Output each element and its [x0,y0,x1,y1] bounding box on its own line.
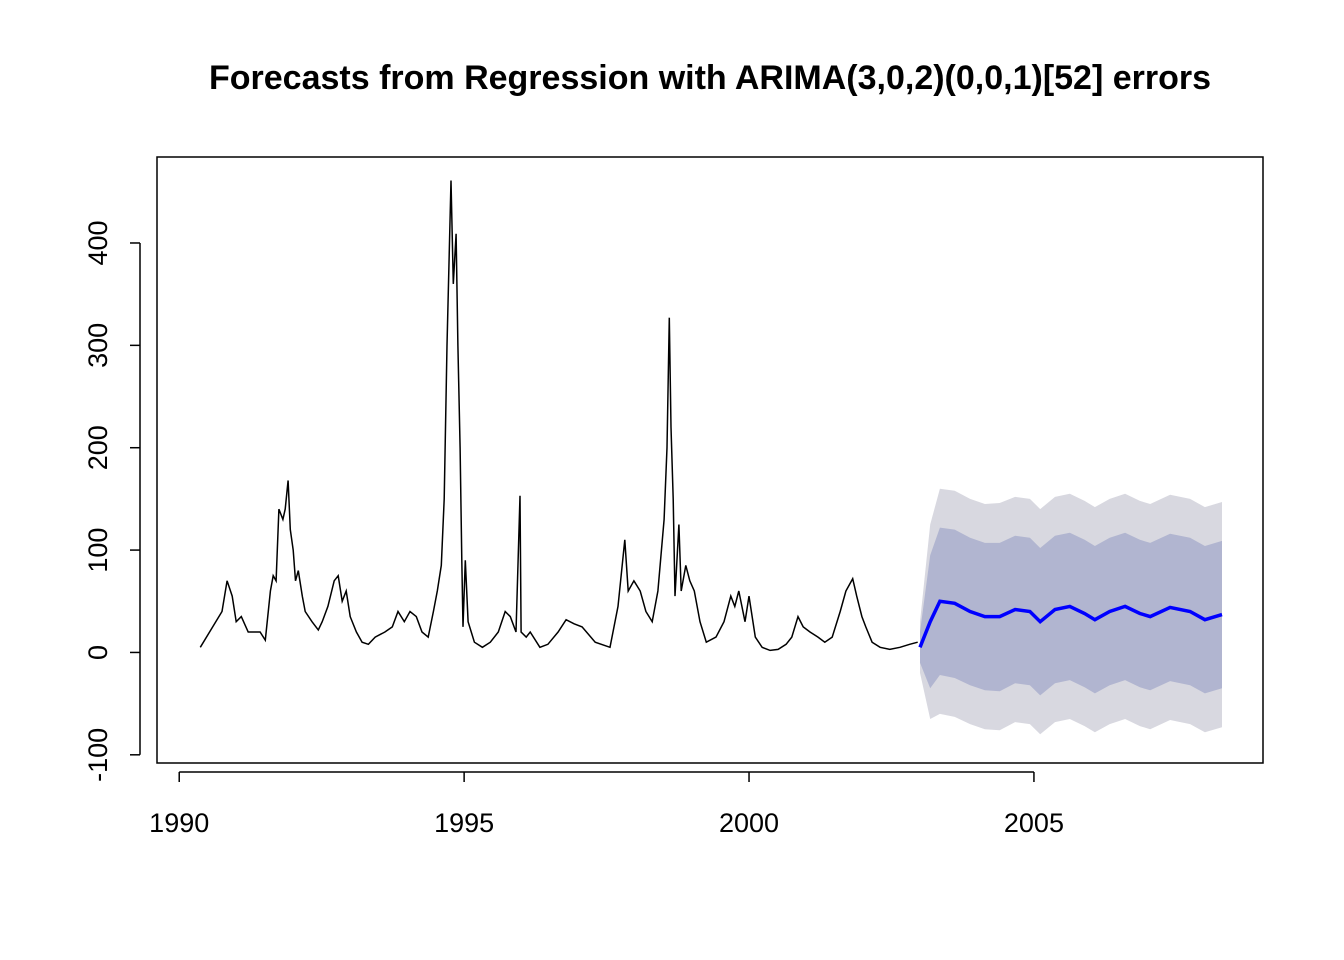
x-tick-label: 2000 [719,808,779,838]
chart-title: Forecasts from Regression with ARIMA(3,0… [209,59,1211,97]
x-tick-label: 1995 [434,808,494,838]
plot-box [156,156,1264,764]
x-tick-label: 1990 [149,808,209,838]
y-tick-label: -100 [83,728,113,782]
y-tick-label: 100 [83,528,113,573]
y-tick-label: 200 [83,425,113,470]
forecast-line [918,599,1223,648]
series-line [199,180,918,652]
x-tick-label: 2005 [1004,808,1064,838]
y-tick-label: 400 [83,220,113,265]
y-tick-label: 300 [83,323,113,368]
prediction-interval [920,527,1222,696]
y-tick-label: 0 [83,645,113,660]
